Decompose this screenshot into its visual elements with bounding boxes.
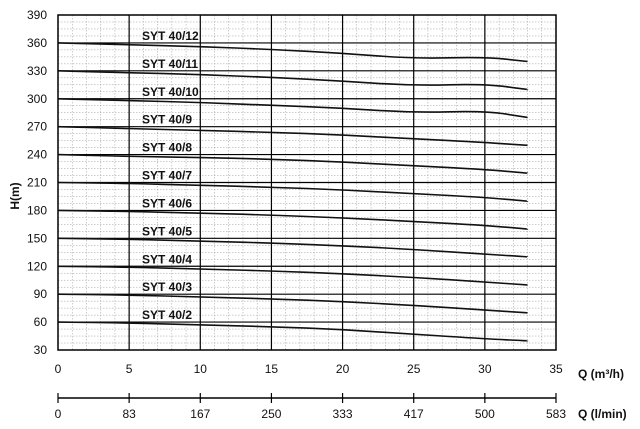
curve-line [57, 181, 529, 202]
y-tick-label: 120 [27, 259, 47, 273]
y-tick-label: 150 [27, 231, 47, 245]
y-tick-label: 270 [27, 120, 47, 134]
curve-line [57, 237, 529, 258]
y-tick-label: 210 [27, 176, 47, 190]
y-tick-label: 330 [27, 64, 47, 78]
curve-label: SYT 40/5 [142, 224, 192, 238]
x2-tick-label: 500 [475, 407, 495, 421]
x-tick-label: 15 [265, 362, 279, 376]
curve-label: SYT 40/12 [142, 29, 199, 43]
x2-tick-label: 83 [122, 407, 136, 421]
curve-line [57, 98, 528, 119]
curve-label: SYT 40/10 [142, 85, 199, 99]
x2-axis-label: Q (l/min) [578, 407, 627, 421]
curve-label: SYT 40/7 [142, 169, 192, 183]
x-tick-label: 35 [549, 362, 563, 376]
x-tick-label: 5 [126, 362, 133, 376]
x2-tick-label: 333 [333, 407, 353, 421]
curve-line [57, 70, 529, 91]
curves [57, 42, 529, 342]
y-tick-label: 90 [34, 287, 48, 301]
curve-label: SYT 40/9 [142, 113, 192, 127]
y-tick-label: 360 [27, 36, 47, 50]
x2-tick-label: 0 [55, 407, 62, 421]
curve-labels: SYT 40/12 SYT 40/11 SYT 40/10 SYT 40/9 SYT 4… [142, 29, 199, 322]
x-tick-label: 0 [55, 362, 62, 376]
x-tick-label: 20 [336, 362, 350, 376]
y-tick-label: 240 [27, 148, 47, 162]
x2-tick-label: 417 [404, 407, 424, 421]
curve-line [57, 125, 528, 147]
x2-tick-label: 250 [261, 407, 281, 421]
plot-frame [57, 14, 557, 351]
y-tick-label: 390 [27, 8, 47, 22]
curve-label: SYT 40/2 [142, 308, 192, 322]
grid [58, 15, 556, 350]
curve-label: SYT 40/11 [142, 57, 198, 71]
x2-tick-label: 167 [190, 407, 210, 421]
x-axis-label: Q (m³/h) [578, 367, 624, 381]
curve-line [57, 153, 529, 174]
curve-line [57, 209, 529, 230]
x-tick-label: 30 [478, 362, 492, 376]
curve-label: SYT 40/8 [142, 141, 192, 155]
curve-line [57, 321, 529, 342]
x2-tick-label: 583 [546, 407, 566, 421]
y-tick-label: 180 [27, 203, 47, 217]
y-tick-label: 30 [34, 343, 48, 357]
curve-line [57, 42, 528, 63]
curve-label: SYT 40/6 [142, 196, 192, 210]
curve-line [57, 293, 528, 314]
y-tick-label: 60 [34, 315, 48, 329]
curve-label: SYT 40/4 [142, 252, 192, 266]
x-tick-label: 10 [194, 362, 208, 376]
y-axis-label: H(m) [8, 182, 22, 209]
curve-label: SYT 40/3 [142, 280, 192, 294]
x-tick-label: 25 [407, 362, 421, 376]
curve-line [57, 265, 528, 286]
y-tick-label: 300 [27, 92, 47, 106]
